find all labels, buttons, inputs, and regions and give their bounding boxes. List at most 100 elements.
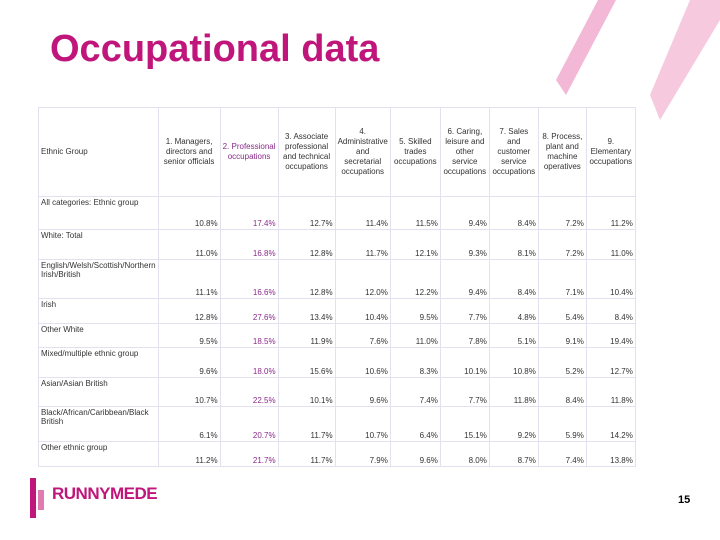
cell-value: 27.6% bbox=[219, 298, 279, 324]
cell-value: 11.1% bbox=[157, 259, 221, 299]
row-label: Other ethnic group bbox=[38, 441, 159, 467]
cell-value: 8.7% bbox=[488, 441, 539, 467]
cell-value: 12.0% bbox=[334, 259, 391, 299]
cell-value: 12.8% bbox=[157, 298, 221, 324]
cell-value: 7.7% bbox=[439, 377, 490, 407]
cell-value: 10.1% bbox=[439, 347, 490, 378]
table-row: All categories: Ethnic group 10.8% 17.4% 12… bbox=[38, 196, 636, 230]
cell-value: 9.3% bbox=[439, 229, 490, 260]
cell-value: 5.2% bbox=[537, 347, 587, 378]
cell-value: 10.4% bbox=[585, 259, 636, 299]
table-row: Other White 9.5% 18.5% 11.9% 7.6% 11.0% 7.8% 5.… bbox=[38, 323, 636, 348]
column-header: 5. Skilled trades occupations bbox=[389, 107, 441, 197]
cell-value: 9.6% bbox=[157, 347, 221, 378]
slide-title: Occupational data bbox=[50, 28, 380, 70]
cell-value: 8.4% bbox=[488, 196, 539, 230]
cell-value: 9.4% bbox=[439, 259, 490, 299]
cell-value: 18.0% bbox=[219, 347, 279, 378]
column-header: 6. Caring, leisure and other service occ… bbox=[439, 107, 490, 197]
cell-value: 8.4% bbox=[585, 298, 636, 324]
cell-value: 8.4% bbox=[537, 377, 587, 407]
cell-value: 11.8% bbox=[585, 377, 636, 407]
cell-value: 5.1% bbox=[488, 323, 539, 348]
cell-value: 10.8% bbox=[488, 347, 539, 378]
cell-value: 5.4% bbox=[537, 298, 587, 324]
cell-value: 7.4% bbox=[537, 441, 587, 467]
cell-value: 10.1% bbox=[277, 377, 336, 407]
cell-value: 19.4% bbox=[585, 323, 636, 348]
cell-value: 7.1% bbox=[537, 259, 587, 299]
cell-value: 12.7% bbox=[277, 196, 336, 230]
column-header: 4. Administrative and secretarial occupa… bbox=[334, 107, 391, 197]
cell-value: 9.6% bbox=[334, 377, 391, 407]
table-row: White: Total 11.0% 16.8% 12.8% 11.7% 12.1% 9.3… bbox=[38, 229, 636, 260]
cell-value: 13.8% bbox=[585, 441, 636, 467]
cell-value: 11.7% bbox=[277, 441, 336, 467]
pink-stripe bbox=[556, 0, 616, 95]
cell-value: 7.2% bbox=[537, 229, 587, 260]
cell-value: 22.5% bbox=[219, 377, 279, 407]
cell-value: 18.5% bbox=[219, 323, 279, 348]
table-row: English/Welsh/Scottish/Northern Irish/Br… bbox=[38, 259, 636, 299]
row-label: White: Total bbox=[38, 229, 159, 260]
cell-value: 10.4% bbox=[334, 298, 391, 324]
cell-value: 7.7% bbox=[439, 298, 490, 324]
cell-value: 7.4% bbox=[389, 377, 441, 407]
cell-value: 9.4% bbox=[439, 196, 490, 230]
row-label: All categories: Ethnic group bbox=[38, 196, 159, 230]
cell-value: 12.7% bbox=[585, 347, 636, 378]
cell-value: 12.8% bbox=[277, 259, 336, 299]
cell-value: 11.8% bbox=[488, 377, 539, 407]
row-label: English/Welsh/Scottish/Northern Irish/Br… bbox=[38, 259, 159, 299]
cell-value: 11.2% bbox=[157, 441, 221, 467]
cell-value: 12.8% bbox=[277, 229, 336, 260]
table-row: Irish 12.8% 27.6% 13.4% 10.4% 9.5% 7.7% 4.8% 5.4… bbox=[38, 298, 636, 324]
column-header: Ethnic Group bbox=[38, 107, 159, 197]
column-header: 9. Elementary occupations bbox=[585, 107, 636, 197]
cell-value: 8.4% bbox=[488, 259, 539, 299]
column-header: 3. Associate professional and technical … bbox=[277, 107, 336, 197]
table-row: Mixed/multiple ethnic group 9.6% 18.0% 15.6… bbox=[38, 347, 636, 378]
cell-value: 15.1% bbox=[439, 406, 490, 442]
cell-value: 9.5% bbox=[389, 298, 441, 324]
cell-value: 8.0% bbox=[439, 441, 490, 467]
cell-value: 14.2% bbox=[585, 406, 636, 442]
logo: RUNNYMEDE bbox=[52, 484, 158, 503]
page-number: 15 bbox=[678, 494, 691, 506]
row-label: Mixed/multiple ethnic group bbox=[38, 347, 159, 378]
table-row: Asian/Asian British 10.7% 22.5% 10.1% 9.6% 7.… bbox=[38, 377, 636, 407]
cell-value: 7.6% bbox=[334, 323, 391, 348]
row-label: Irish bbox=[38, 298, 159, 324]
column-header: 8. Process, plant and machine operatives bbox=[537, 107, 587, 197]
cell-value: 17.4% bbox=[219, 196, 279, 230]
cell-value: 10.8% bbox=[157, 196, 221, 230]
cell-value: 13.4% bbox=[277, 298, 336, 324]
cell-value: 6.4% bbox=[389, 406, 441, 442]
cell-value: 9.6% bbox=[389, 441, 441, 467]
cell-value: 10.6% bbox=[334, 347, 391, 378]
cell-value: 4.8% bbox=[488, 298, 539, 324]
table-row: Black/African/Caribbean/Black British 6.1… bbox=[38, 406, 636, 442]
cell-value: 11.0% bbox=[157, 229, 221, 260]
cell-value: 16.6% bbox=[219, 259, 279, 299]
cell-value: 10.7% bbox=[157, 377, 221, 407]
cell-value: 11.2% bbox=[585, 196, 636, 230]
occupation-table: Ethnic Group 1. Managers, directors and s… bbox=[38, 107, 636, 467]
cell-value: 10.7% bbox=[334, 406, 391, 442]
cell-value: 7.9% bbox=[334, 441, 391, 467]
cell-value: 11.4% bbox=[334, 196, 391, 230]
cell-value: 12.2% bbox=[389, 259, 441, 299]
cell-value: 5.9% bbox=[537, 406, 587, 442]
column-header: 2. Professional occupations bbox=[219, 107, 279, 197]
row-label: Asian/Asian British bbox=[38, 377, 159, 407]
cell-value: 11.5% bbox=[389, 196, 441, 230]
cell-value: 21.7% bbox=[219, 441, 279, 467]
column-header: 7. Sales and customer service occupation… bbox=[488, 107, 539, 197]
cell-value: 15.6% bbox=[277, 347, 336, 378]
cell-value: 9.5% bbox=[157, 323, 221, 348]
cell-value: 9.1% bbox=[537, 323, 587, 348]
cell-value: 11.7% bbox=[334, 229, 391, 260]
cell-value: 8.1% bbox=[488, 229, 539, 260]
row-label: Black/African/Caribbean/Black British bbox=[38, 406, 159, 442]
